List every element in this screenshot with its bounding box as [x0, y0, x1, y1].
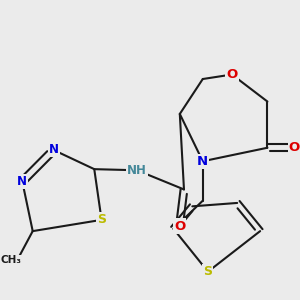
- Text: O: O: [289, 141, 300, 154]
- Text: NH: NH: [127, 164, 147, 177]
- Text: N: N: [197, 155, 208, 168]
- Text: S: S: [203, 265, 212, 278]
- Text: S: S: [97, 213, 106, 226]
- Text: N: N: [17, 175, 27, 188]
- Text: O: O: [174, 220, 185, 232]
- Text: N: N: [49, 143, 58, 157]
- Text: CH₃: CH₃: [1, 255, 22, 266]
- Text: O: O: [226, 68, 238, 81]
